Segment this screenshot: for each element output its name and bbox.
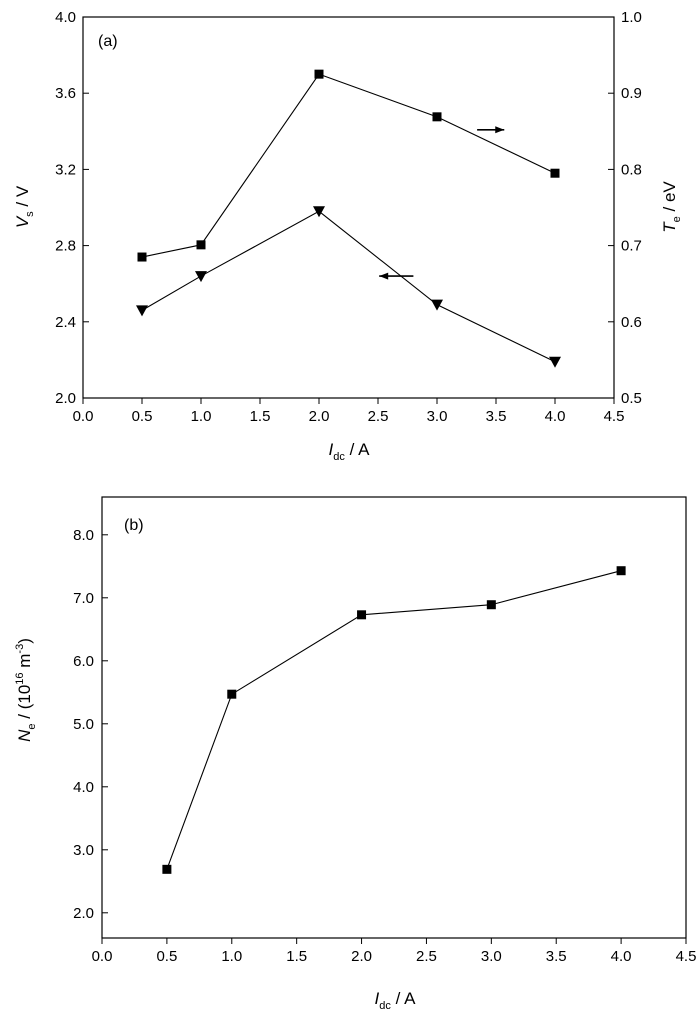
chart-b-x-tick-label: 2.5 (416, 948, 437, 965)
chart-b-panel-label: (b) (124, 517, 144, 534)
chart-a-y-left-tick-label: 3.6 (55, 85, 76, 102)
chart-b-x-tick-label: 4.0 (611, 948, 632, 965)
chart-b-y-tick-label: 7.0 (73, 590, 94, 607)
chart-a-series-vs-point (431, 299, 443, 311)
chart-a: (a) 0.0 0.5 1.0 1.5 2.0 2.5 3.0 3.5 4.0 4.5 2.02.… (13, 9, 683, 463)
chart-a-series-vs-line (141, 210, 556, 363)
chart-a-x-tick-label: 0.5 (132, 408, 153, 425)
chart-a-y-right-tick-label: 0.7 (621, 238, 642, 255)
chart-b-plot-frame (101, 496, 687, 939)
chart-a-series (136, 69, 561, 368)
chart-b-x-ticks: 0.0 0.5 1.0 1.5 2.0 2.5 3.0 3.5 4.0 4.5 (92, 938, 697, 965)
chart-b-y-axis-label: Ne / (1016 m-3) (14, 638, 38, 742)
chart-b-x-tick-label: 1.0 (221, 948, 242, 965)
chart-b-y-tick-label: 5.0 (73, 716, 94, 733)
chart-a-series-te-point (432, 112, 442, 122)
chart-b-series-ne-point (162, 864, 172, 874)
chart-a-y-left-ticks: 2.0 2.4 2.8 3.2 3.6 4.0 (55, 9, 89, 407)
chart-a-series-te-point (314, 69, 324, 79)
chart-a-series-te-point (550, 168, 560, 178)
chart-b-series-ne-point (486, 600, 496, 610)
chart-b-x-tick-label: 1.5 (286, 948, 307, 965)
chart-a-series-vs-point (313, 206, 325, 218)
chart-a-y-right-tick-label: 1.0 (621, 9, 642, 26)
chart-a-x-tick-label: 2.0 (309, 408, 330, 425)
chart-b-x-tick-label: 0.5 (156, 948, 177, 965)
chart-b-series-ne-line (166, 570, 622, 870)
chart-a-x-tick-label: 3.5 (486, 408, 507, 425)
chart-b-x-tick-label: 3.5 (546, 948, 567, 965)
chart-a-x-tick-label: 4.5 (604, 408, 625, 425)
chart-b-y-ticks: 2.0 3.0 4.0 5.0 6.0 7.0 8.0 (73, 527, 108, 922)
chart-b-series-ne-point (357, 610, 367, 620)
chart-a-x-tick-label: 1.0 (191, 408, 212, 425)
chart-a-y-right-tick-label: 0.6 (621, 314, 642, 331)
chart-a-x-tick-label: 4.0 (545, 408, 566, 425)
chart-b-y-tick-label: 6.0 (73, 653, 94, 670)
chart-a-series-te-point (196, 240, 206, 250)
chart-b-series-ne-point (616, 566, 626, 576)
chart-b-x-tick-label: 0.0 (92, 948, 113, 965)
chart-a-arrow-right (477, 126, 505, 134)
chart-a-y-right-tick-label: 0.5 (621, 390, 642, 407)
chart-a-y-right-axis-label: Te / eV (660, 181, 683, 233)
chart-a-y-left-tick-label: 2.0 (55, 390, 76, 407)
chart-a-x-tick-label: 1.5 (250, 408, 271, 425)
chart-a-y-right-ticks: 0.5 0.6 0.7 0.8 0.9 1.0 (608, 9, 642, 407)
chart-a-y-left-tick-label: 3.2 (55, 161, 76, 178)
chart-b-y-tick-label: 4.0 (73, 779, 94, 796)
chart-b-y-tick-label: 8.0 (73, 527, 94, 544)
chart-a-x-ticks: 0.0 0.5 1.0 1.5 2.0 2.5 3.0 3.5 4.0 4.5 (73, 398, 625, 425)
chart-a-series-vs-point (136, 305, 148, 317)
chart-a-series-vs-point (549, 356, 561, 368)
chart-a-y-left-axis-label: Vs / V (13, 185, 36, 228)
chart-a-series-te-line (141, 73, 556, 258)
chart-b-series-ne-point (227, 689, 237, 699)
chart-a-x-tick-label: 0.0 (73, 408, 94, 425)
chart-a-y-left-tick-label: 4.0 (55, 9, 76, 26)
chart-a-y-left-tick-label: 2.4 (55, 314, 76, 331)
chart-b-y-tick-label: 3.0 (73, 842, 94, 859)
chart-b-x-tick-label: 3.0 (481, 948, 502, 965)
chart-a-plot-frame (82, 16, 615, 399)
chart-b-x-axis-label: Idc / A (375, 989, 417, 1012)
chart-a-x-tick-label: 2.5 (368, 408, 389, 425)
chart-b-y-tick-label: 2.0 (73, 905, 94, 922)
chart-a-panel-label: (a) (98, 33, 118, 50)
chart-a-series-vs-point (195, 271, 207, 283)
chart-b-x-tick-label: 4.5 (676, 948, 697, 965)
chart-b-x-tick-label: 2.0 (351, 948, 372, 965)
chart-a-arrow-left (379, 272, 414, 280)
chart-b: (b) 0.0 0.5 1.0 1.5 2.0 2.5 3.0 3.5 4.0 4.5 2.0 3.… (14, 496, 697, 1012)
chart-a-y-right-tick-label: 0.8 (621, 161, 642, 178)
chart-a-series-te-point (137, 252, 147, 262)
chart-a-y-right-tick-label: 0.9 (621, 85, 642, 102)
chart-a-x-axis-label: Idc / A (329, 440, 371, 463)
chart-a-x-tick-label: 3.0 (427, 408, 448, 425)
chart-a-y-left-tick-label: 2.8 (55, 238, 76, 255)
chart-b-series (162, 566, 626, 874)
